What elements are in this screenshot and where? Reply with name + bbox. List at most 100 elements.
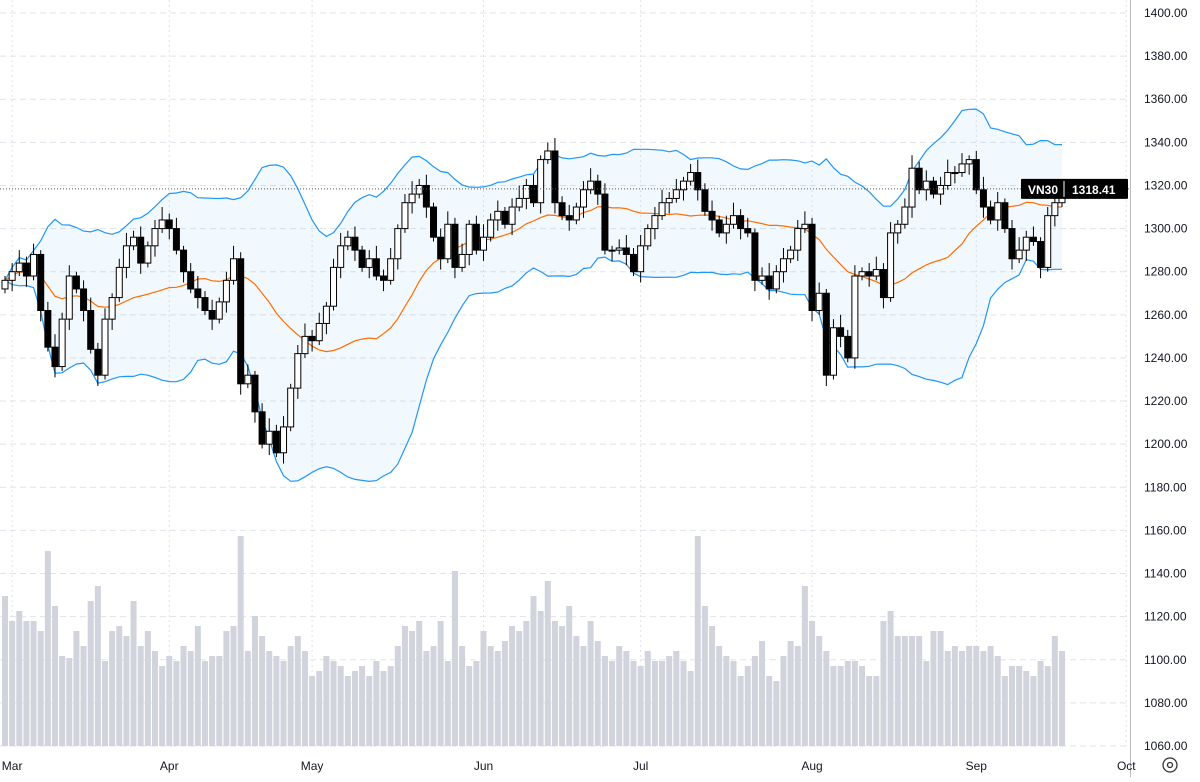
volume-bar	[1023, 671, 1030, 746]
candle-body	[315, 322, 323, 342]
y-tick-label: 1180.00	[1144, 480, 1187, 494]
candle-body	[522, 184, 530, 199]
volume-bar	[701, 606, 708, 746]
volume-bar	[509, 626, 516, 746]
settings-gear-icon[interactable]	[1158, 753, 1182, 777]
volume-bar	[223, 631, 230, 746]
candle-body	[594, 180, 602, 195]
volume-bar	[651, 661, 658, 746]
candle-body	[801, 223, 809, 230]
candle-body	[280, 426, 288, 454]
candle	[779, 247, 787, 283]
volume-bar	[151, 651, 158, 746]
volume-bar	[201, 661, 208, 746]
candle-body	[222, 279, 230, 303]
volume-bar	[173, 661, 180, 746]
time-axis[interactable]: Mar Apr May Jun Jul Aug Sep Oct	[2, 759, 1136, 773]
volume-bar	[316, 671, 323, 746]
candle-body	[30, 253, 38, 277]
volume-bar	[923, 661, 930, 746]
candle-body	[537, 159, 545, 204]
volume-bar	[559, 626, 566, 746]
candle	[594, 174, 602, 205]
candle	[737, 209, 745, 240]
last-price-label: VN30 1318.41	[1021, 178, 1128, 199]
candle-body	[58, 318, 66, 368]
volume-bar	[237, 536, 244, 746]
candle-body	[579, 189, 587, 208]
candle	[929, 176, 937, 199]
candle-body	[158, 219, 166, 230]
volume-bar	[694, 536, 701, 746]
candle	[544, 142, 552, 164]
candle	[972, 150, 980, 195]
candle	[287, 383, 295, 432]
candle	[151, 219, 159, 257]
x-tick-label: Jun	[474, 759, 493, 773]
candle-body	[1015, 249, 1023, 260]
volume-bar	[859, 666, 866, 746]
candle-body	[915, 167, 923, 191]
candle	[1037, 237, 1045, 279]
candle	[1029, 226, 1037, 246]
price-axis[interactable]: 1400.00 1380.00 1360.00 1340.00 1320.00 1300.…	[1144, 6, 1188, 753]
volume-bar	[109, 631, 116, 746]
candle-body	[137, 236, 145, 264]
candle-body	[130, 236, 138, 247]
candle	[794, 219, 802, 261]
volume-bar	[59, 656, 66, 746]
volume-bar	[709, 626, 716, 746]
candle	[694, 159, 702, 201]
candle-body	[487, 219, 495, 238]
candle	[808, 217, 816, 322]
candle-body	[187, 271, 195, 290]
candle-body	[408, 193, 416, 204]
candle	[322, 301, 330, 335]
candle-body	[972, 159, 980, 191]
candle-body	[672, 189, 680, 199]
y-tick-label: 1200.00	[1144, 437, 1188, 451]
candle	[208, 299, 216, 330]
candle-body	[272, 430, 280, 454]
candle	[629, 247, 637, 277]
candle	[915, 161, 923, 195]
candle-body	[794, 228, 802, 251]
candle-body	[80, 288, 88, 312]
candle-body	[215, 301, 223, 320]
volume-bar	[851, 661, 858, 746]
candle	[758, 267, 766, 285]
volume-bar	[344, 676, 351, 746]
volume-bar	[1044, 666, 1051, 746]
candle-body	[615, 247, 623, 251]
candle-body	[858, 271, 866, 277]
volume-bar	[187, 651, 194, 746]
candle	[265, 418, 273, 455]
candle-body	[415, 184, 423, 195]
candle-body	[665, 197, 673, 204]
candle	[330, 258, 338, 311]
candle	[1022, 230, 1030, 261]
volume-bar	[951, 646, 958, 746]
candle-body	[480, 236, 488, 251]
y-tick-label: 1300.00	[1144, 222, 1188, 236]
volume-bar	[830, 666, 837, 746]
candle-body	[208, 310, 216, 320]
candle-body	[230, 258, 238, 281]
candle-body	[622, 247, 630, 255]
volume-bar	[266, 651, 273, 746]
candle	[101, 308, 109, 380]
candle-body	[958, 163, 966, 174]
candle-body	[151, 228, 159, 247]
x-tick-label: Apr	[160, 759, 179, 773]
candle-body	[779, 258, 787, 273]
candle	[801, 211, 809, 233]
candle-body	[344, 236, 352, 247]
candle	[115, 258, 123, 302]
candle	[679, 176, 687, 201]
candle-body	[737, 215, 745, 230]
volume-bar	[430, 646, 437, 746]
volume-bar	[573, 636, 580, 746]
candle	[465, 219, 473, 266]
candle-body	[637, 245, 645, 273]
